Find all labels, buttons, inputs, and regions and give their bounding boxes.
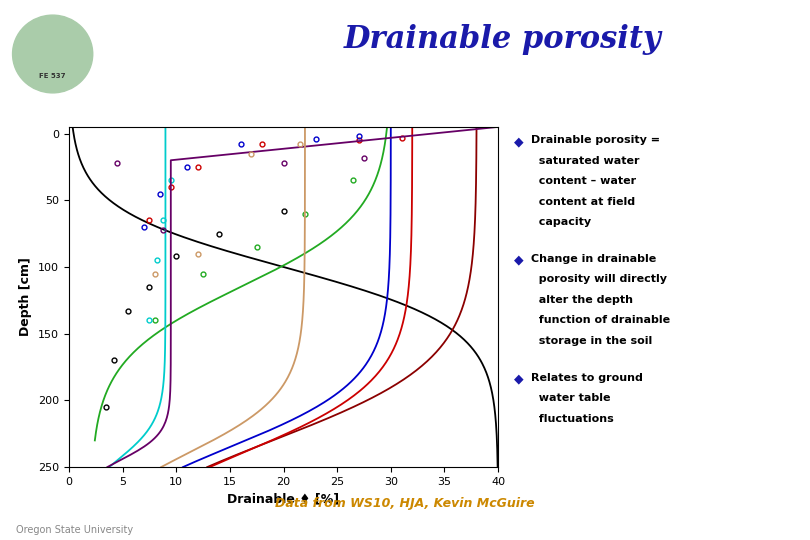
X-axis label: Drainable ♦ [%]: Drainable ♦ [%] xyxy=(228,492,339,505)
Text: capacity: capacity xyxy=(531,217,590,227)
Text: function of drainable: function of drainable xyxy=(531,315,670,326)
Text: Change in drainable: Change in drainable xyxy=(531,254,656,264)
Text: content at field: content at field xyxy=(531,197,635,207)
Text: content – water: content – water xyxy=(531,176,636,186)
Text: FE 537: FE 537 xyxy=(40,72,66,79)
Text: Drainable porosity: Drainable porosity xyxy=(343,24,661,55)
Text: fluctuations: fluctuations xyxy=(531,414,613,424)
Text: ◆: ◆ xyxy=(514,254,524,267)
Text: Drainable porosity =: Drainable porosity = xyxy=(531,135,659,145)
Text: alter the depth: alter the depth xyxy=(531,295,633,305)
Text: Data from WS10, HJA, Kevin McGuire: Data from WS10, HJA, Kevin McGuire xyxy=(275,497,535,510)
Text: storage in the soil: storage in the soil xyxy=(531,336,652,346)
Text: porosity will directly: porosity will directly xyxy=(531,274,667,285)
Text: Oregon State University: Oregon State University xyxy=(16,524,134,535)
Text: water table: water table xyxy=(531,393,610,403)
Text: saturated water: saturated water xyxy=(531,156,639,166)
Y-axis label: Depth [cm]: Depth [cm] xyxy=(19,258,32,336)
Text: ◆: ◆ xyxy=(514,135,524,148)
Text: ◆: ◆ xyxy=(514,373,524,386)
Circle shape xyxy=(13,15,92,93)
Text: Relates to ground: Relates to ground xyxy=(531,373,642,383)
